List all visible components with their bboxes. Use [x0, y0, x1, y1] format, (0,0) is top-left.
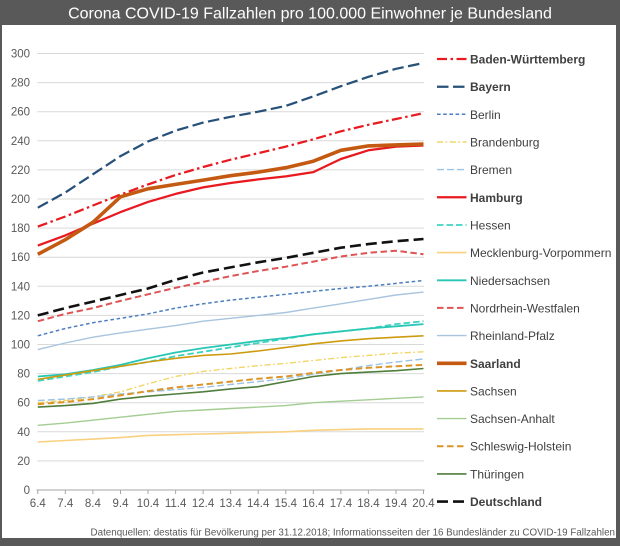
- svg-text:6.4: 6.4: [30, 498, 47, 510]
- svg-text:Corona COVID-19 Fallzahlen pro: Corona COVID-19 Fallzahlen pro 100.000 E…: [68, 6, 552, 23]
- svg-text:11.4: 11.4: [165, 498, 187, 510]
- svg-text:9.4: 9.4: [113, 498, 130, 510]
- svg-text:300: 300: [11, 49, 30, 61]
- svg-text:18.4: 18.4: [357, 498, 380, 510]
- svg-text:20.4: 20.4: [412, 498, 435, 510]
- svg-text:Berlin: Berlin: [470, 108, 501, 122]
- svg-text:Thüringen: Thüringen: [470, 467, 524, 481]
- svg-text:Schleswig-Holstein: Schleswig-Holstein: [470, 440, 571, 454]
- svg-text:100: 100: [11, 340, 30, 352]
- svg-text:15.4: 15.4: [275, 498, 298, 510]
- svg-text:Deutschland: Deutschland: [470, 495, 542, 509]
- svg-text:Bremen: Bremen: [470, 163, 512, 177]
- svg-text:Nordrhein-Westfalen: Nordrhein-Westfalen: [470, 301, 580, 315]
- svg-text:Brandenburg: Brandenburg: [470, 136, 539, 150]
- svg-text:Hessen: Hessen: [470, 219, 511, 233]
- svg-text:Saarland: Saarland: [470, 357, 521, 371]
- svg-text:Bayern: Bayern: [470, 80, 511, 94]
- svg-text:14.4: 14.4: [247, 498, 270, 510]
- svg-text:Sachsen: Sachsen: [470, 384, 517, 398]
- svg-text:160: 160: [11, 252, 30, 264]
- svg-text:200: 200: [11, 194, 30, 206]
- svg-text:12.4: 12.4: [192, 498, 215, 510]
- svg-text:0: 0: [24, 485, 30, 497]
- svg-text:280: 280: [11, 78, 30, 90]
- svg-text:17.4: 17.4: [330, 498, 353, 510]
- svg-text:260: 260: [11, 107, 30, 119]
- svg-text:13.4: 13.4: [219, 498, 242, 510]
- svg-text:8.4: 8.4: [85, 498, 102, 510]
- svg-text:Rheinland-Pfalz: Rheinland-Pfalz: [470, 329, 555, 343]
- svg-text:10.4: 10.4: [137, 498, 160, 510]
- svg-text:Hamburg: Hamburg: [470, 191, 523, 205]
- svg-text:80: 80: [17, 369, 30, 381]
- svg-text:Baden-Württemberg: Baden-Württemberg: [470, 53, 585, 67]
- svg-text:240: 240: [11, 136, 30, 148]
- svg-text:140: 140: [11, 281, 30, 293]
- svg-text:20: 20: [17, 456, 30, 468]
- svg-text:120: 120: [11, 310, 30, 322]
- svg-text:60: 60: [17, 398, 30, 410]
- svg-text:19.4: 19.4: [385, 498, 408, 510]
- svg-text:Datenquellen: destatis für Bev: Datenquellen: destatis für Bevölkerung p…: [91, 528, 615, 539]
- svg-text:40: 40: [17, 427, 30, 439]
- svg-text:7.4: 7.4: [57, 498, 74, 510]
- svg-text:180: 180: [11, 223, 30, 235]
- svg-text:Mecklenburg-Vorpommern: Mecklenburg-Vorpommern: [470, 246, 611, 260]
- svg-text:220: 220: [11, 165, 30, 177]
- svg-text:Niedersachsen: Niedersachsen: [470, 274, 550, 288]
- svg-text:16.4: 16.4: [302, 498, 325, 510]
- svg-text:Sachsen-Anhalt: Sachsen-Anhalt: [470, 412, 555, 426]
